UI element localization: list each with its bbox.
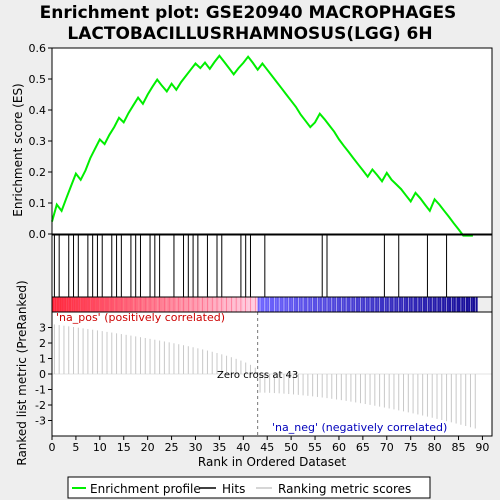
x-tick-label: 35 xyxy=(212,441,226,454)
x-axis-label: Rank in Ordered Dataset xyxy=(198,455,346,469)
x-tick-label: 60 xyxy=(332,441,346,454)
x-tick-label: 50 xyxy=(284,441,298,454)
metric-y-tick-label: 1 xyxy=(39,353,46,366)
legend-box xyxy=(67,476,431,499)
ranking-metric-bars xyxy=(52,324,492,429)
es-panel-border xyxy=(51,47,493,235)
metric-y-axis-label: Ranked list metric (PreRanked) xyxy=(15,280,29,465)
x-tick-label: 90 xyxy=(475,441,489,454)
metric-y-tick-label: 3 xyxy=(39,322,46,335)
metric-y-tick-label: -3 xyxy=(35,415,46,428)
enrichment-profile-line xyxy=(51,54,473,237)
es-y-tick-label: 0.1 xyxy=(29,197,47,210)
x-tick-label: 75 xyxy=(404,441,418,454)
es-y-tick-label: 0.3 xyxy=(29,135,47,148)
x-tick-label: 40 xyxy=(236,441,250,454)
es-y-ticks: 0.0 0.1 0.2 0.3 0.4 0.5 0.6 xyxy=(29,42,52,241)
es-y-tick-label: 0.0 xyxy=(29,228,47,241)
zero-cross-label: Zero cross at 43 xyxy=(217,370,298,381)
x-tick-label: 5 xyxy=(72,441,79,454)
x-tick-label: 85 xyxy=(452,441,466,454)
legend: Enrichment profile Hits Ranking metric s… xyxy=(67,476,431,499)
x-tick-label: 0 xyxy=(49,441,56,454)
x-tick-label: 20 xyxy=(141,441,155,454)
legend-enrichment-label: Enrichment profile xyxy=(90,482,201,496)
es-panel xyxy=(52,48,492,234)
legend-metric-label: Ranking metric scores xyxy=(278,482,411,496)
chart-title-line-2: LACTOBACILLUSRHAMNOSUS(LGG) 6H xyxy=(67,24,432,44)
metric-y-tick-label: 0 xyxy=(39,368,46,381)
x-tick-label: 45 xyxy=(260,441,274,454)
rank-colour-bar xyxy=(52,297,478,312)
x-tick-label: 55 xyxy=(308,441,322,454)
hits-panel xyxy=(52,235,492,297)
hit-marks xyxy=(53,235,448,297)
chart-title-line-1: Enrichment plot: GSE20940 MACROPHAGES xyxy=(40,3,457,23)
x-axis-ticks: 0 5 10 15 20 25 30 35 40 45 50 55 60 65 70 75 80 85 90 xyxy=(49,436,489,454)
pos-correlated-label: 'na_pos' (positively correlated) xyxy=(56,311,225,324)
metric-y-tick-label: -1 xyxy=(35,384,46,397)
es-y-tick-label: 0.4 xyxy=(29,104,47,117)
x-tick-label: 70 xyxy=(380,441,394,454)
x-tick-label: 25 xyxy=(165,441,179,454)
metric-y-tick-label: -2 xyxy=(35,399,46,412)
es-y-tick-label: 0.2 xyxy=(29,166,47,179)
es-y-tick-label: 0.5 xyxy=(29,73,47,86)
x-tick-label: 80 xyxy=(428,441,442,454)
x-tick-label: 30 xyxy=(188,441,202,454)
metric-y-tick-label: 2 xyxy=(39,337,46,350)
legend-hits-label: Hits xyxy=(222,482,245,496)
metric-y-ticks: -3 -2 -1 0 1 2 3 xyxy=(35,322,52,428)
es-y-tick-label: 0.6 xyxy=(29,42,47,55)
x-tick-label: 65 xyxy=(356,441,370,454)
neg-correlated-label: 'na_neg' (negatively correlated) xyxy=(272,421,447,434)
es-y-axis-label: Enrichment score (ES) xyxy=(11,83,25,216)
x-tick-label: 10 xyxy=(93,441,107,454)
metric-panel-border xyxy=(51,311,493,437)
x-tick-label: 15 xyxy=(117,441,131,454)
